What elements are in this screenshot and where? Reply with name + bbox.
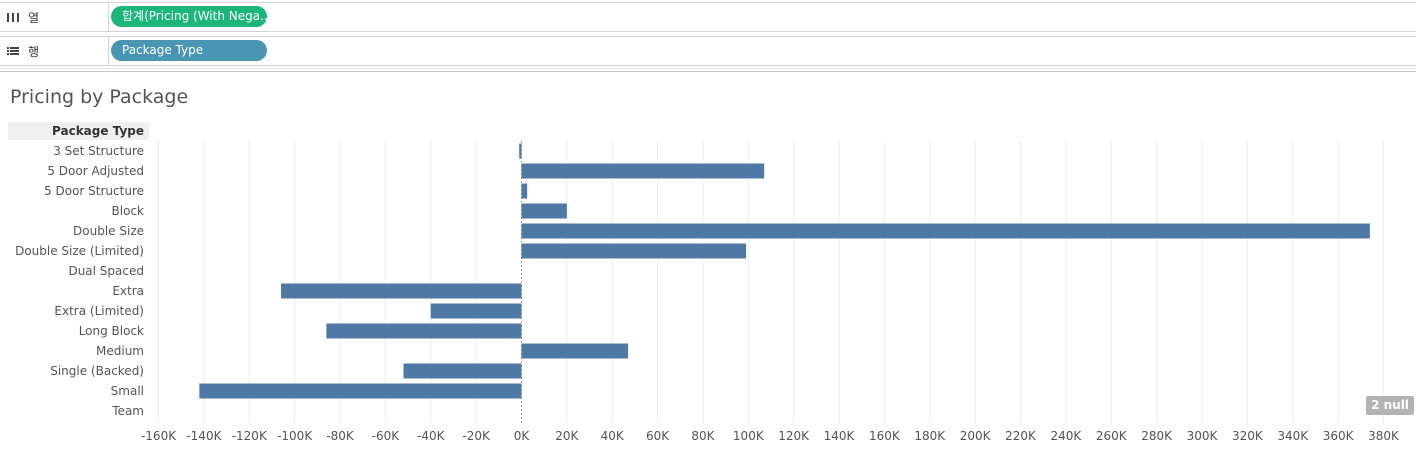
- category-label[interactable]: Small: [111, 384, 144, 398]
- x-tick-label: -60K: [372, 429, 401, 443]
- x-tick-label: 260K: [1096, 429, 1128, 443]
- rows-pill[interactable]: Package Type: [111, 40, 267, 61]
- x-tick-label: 280K: [1141, 429, 1173, 443]
- bar[interactable]: [521, 183, 528, 199]
- row-header[interactable]: Package Type: [8, 122, 149, 140]
- x-tick-label: 300K: [1187, 429, 1219, 443]
- chart-title: Pricing by Package: [10, 86, 189, 108]
- x-tick-label: 100K: [733, 429, 765, 443]
- category-label[interactable]: Extra: [112, 284, 144, 298]
- category-label[interactable]: 3 Set Structure: [53, 144, 144, 158]
- category-label[interactable]: Extra (Limited): [54, 304, 144, 318]
- x-tick-label: 140K: [824, 429, 856, 443]
- category-label[interactable]: 5 Door Structure: [44, 184, 144, 198]
- bar[interactable]: [281, 283, 522, 299]
- columns-icon: [6, 10, 20, 24]
- category-label[interactable]: Long Block: [79, 324, 144, 338]
- bar[interactable]: [521, 243, 747, 259]
- rows-icon: [6, 44, 20, 58]
- bar[interactable]: [326, 323, 522, 339]
- bar[interactable]: [521, 343, 629, 359]
- category-label[interactable]: Block: [112, 204, 145, 218]
- category-label[interactable]: Team: [111, 404, 144, 418]
- x-tick-label: 380K: [1368, 429, 1400, 443]
- x-tick-label: 340K: [1277, 429, 1309, 443]
- x-tick-label: -160K: [141, 429, 177, 443]
- x-tick-label: 200K: [960, 429, 992, 443]
- x-tick-label: -100K: [277, 429, 313, 443]
- bar[interactable]: [403, 363, 522, 379]
- columns-shelf: 열 합계(Pricing (With Nega..: [0, 2, 1416, 32]
- columns-pill[interactable]: 합계(Pricing (With Nega..: [111, 6, 267, 27]
- category-label[interactable]: Double Size (Limited): [15, 244, 144, 258]
- category-label[interactable]: Dual Spaced: [68, 264, 144, 278]
- x-tick-label: -20K: [462, 429, 491, 443]
- x-tick-label: 0K: [514, 429, 531, 443]
- bar[interactable]: [430, 303, 522, 319]
- bar[interactable]: [521, 203, 567, 219]
- x-tick-label: 80K: [691, 429, 715, 443]
- x-tick-label: 320K: [1232, 429, 1264, 443]
- columns-shelf-label: 열: [0, 3, 109, 31]
- x-tick-label: 240K: [1050, 429, 1082, 443]
- category-label[interactable]: Single (Backed): [50, 364, 144, 378]
- bar[interactable]: [199, 383, 522, 399]
- x-tick-label: 360K: [1323, 429, 1355, 443]
- category-label[interactable]: Medium: [96, 344, 144, 358]
- rows-shelf-label: 행: [0, 37, 109, 65]
- x-tick-label: 60K: [646, 429, 670, 443]
- x-tick-label: -140K: [186, 429, 222, 443]
- view-divider: [0, 71, 1416, 72]
- x-tick-label: 20K: [555, 429, 579, 443]
- bar[interactable]: [521, 223, 1370, 239]
- columns-label-text: 열: [28, 10, 40, 25]
- rows-label-text: 행: [28, 44, 40, 59]
- rows-shelf: 행 Package Type: [0, 36, 1416, 66]
- null-indicator[interactable]: 2 null: [1366, 396, 1414, 415]
- x-tick-label: 180K: [914, 429, 946, 443]
- x-tick-label: -80K: [326, 429, 355, 443]
- x-tick-label: 160K: [869, 429, 901, 443]
- bar[interactable]: [521, 163, 765, 179]
- category-label[interactable]: Double Size: [73, 224, 144, 238]
- x-tick-label: 40K: [601, 429, 625, 443]
- shelf-divider: [0, 68, 1416, 69]
- x-tick-label: -120K: [232, 429, 268, 443]
- category-label[interactable]: 5 Door Adjusted: [47, 164, 144, 178]
- x-tick-label: 220K: [1005, 429, 1037, 443]
- x-tick-label: 120K: [778, 429, 810, 443]
- x-tick-label: -40K: [417, 429, 446, 443]
- bar[interactable]: [519, 143, 522, 159]
